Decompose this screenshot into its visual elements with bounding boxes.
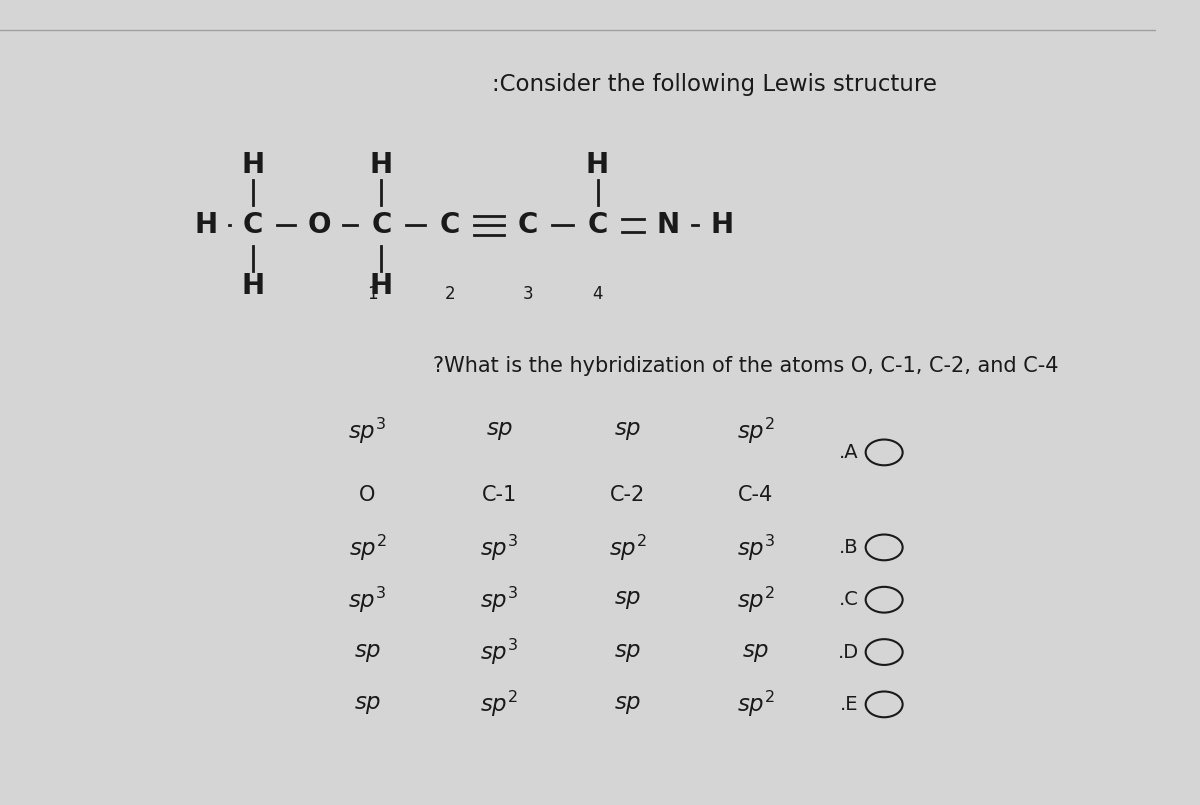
Text: $\mathit{sp}^2$: $\mathit{sp}^2$ [737,584,775,615]
Text: H: H [370,151,392,179]
Text: $\mathit{sp}$: $\mathit{sp}$ [742,641,769,663]
Text: $\mathit{sp}$: $\mathit{sp}$ [354,641,382,663]
Text: .E: .E [840,695,859,714]
Text: .B: .B [839,538,859,557]
Text: .D: .D [838,642,859,662]
Text: $\mathit{sp}$: $\mathit{sp}$ [614,641,641,663]
Text: C-1: C-1 [481,485,517,505]
Text: C: C [518,212,539,239]
Text: C: C [242,212,263,239]
Text: C-2: C-2 [610,485,646,505]
Text: $\mathit{sp}$: $\mathit{sp}$ [486,419,512,442]
Text: $\mathit{sp}^2$: $\mathit{sp}^2$ [480,689,518,720]
Text: $\mathit{sp}^2$: $\mathit{sp}^2$ [737,689,775,720]
Text: $\mathit{sp}^2$: $\mathit{sp}^2$ [348,532,386,563]
Text: O: O [359,485,376,505]
Text: $\mathit{sp}^3$: $\mathit{sp}^3$ [348,584,386,615]
Text: $\mathit{sp}$: $\mathit{sp}$ [614,419,641,442]
Text: H: H [241,151,265,179]
Text: 2: 2 [444,285,455,303]
Text: H: H [710,212,734,239]
Text: C-4: C-4 [738,485,774,505]
Text: $\mathit{sp}$: $\mathit{sp}$ [354,693,382,716]
Text: .C: .C [839,590,859,609]
Text: N: N [656,212,679,239]
Text: $\mathit{sp}^3$: $\mathit{sp}^3$ [480,532,518,563]
Text: H: H [586,151,610,179]
Text: $\mathit{sp}^2$: $\mathit{sp}^2$ [737,415,775,446]
Text: $\mathit{sp}^3$: $\mathit{sp}^3$ [348,415,386,446]
Text: C: C [439,212,460,239]
Text: C: C [587,212,607,239]
Text: $\mathit{sp}^3$: $\mathit{sp}^3$ [737,532,775,563]
Text: H: H [370,272,392,299]
Text: $\mathit{sp}^3$: $\mathit{sp}^3$ [480,584,518,615]
Text: $\mathit{sp}$: $\mathit{sp}$ [614,693,641,716]
Text: .A: .A [839,443,859,462]
Text: C: C [371,212,391,239]
Text: O: O [307,212,331,239]
Text: H: H [194,212,217,239]
Text: :Consider the following Lewis structure: :Consider the following Lewis structure [492,73,937,96]
Text: 4: 4 [593,285,602,303]
Text: 3: 3 [523,285,534,303]
Text: 1: 1 [367,285,378,303]
Text: $\mathit{sp}^2$: $\mathit{sp}^2$ [608,532,647,563]
Text: H: H [241,272,265,299]
Text: $\mathit{sp}^3$: $\mathit{sp}^3$ [480,637,518,667]
Text: $\mathit{sp}$: $\mathit{sp}$ [614,588,641,611]
Text: ?What is the hybridization of the atoms O, C-1, C-2, and C-4: ?What is the hybridization of the atoms … [433,357,1058,376]
